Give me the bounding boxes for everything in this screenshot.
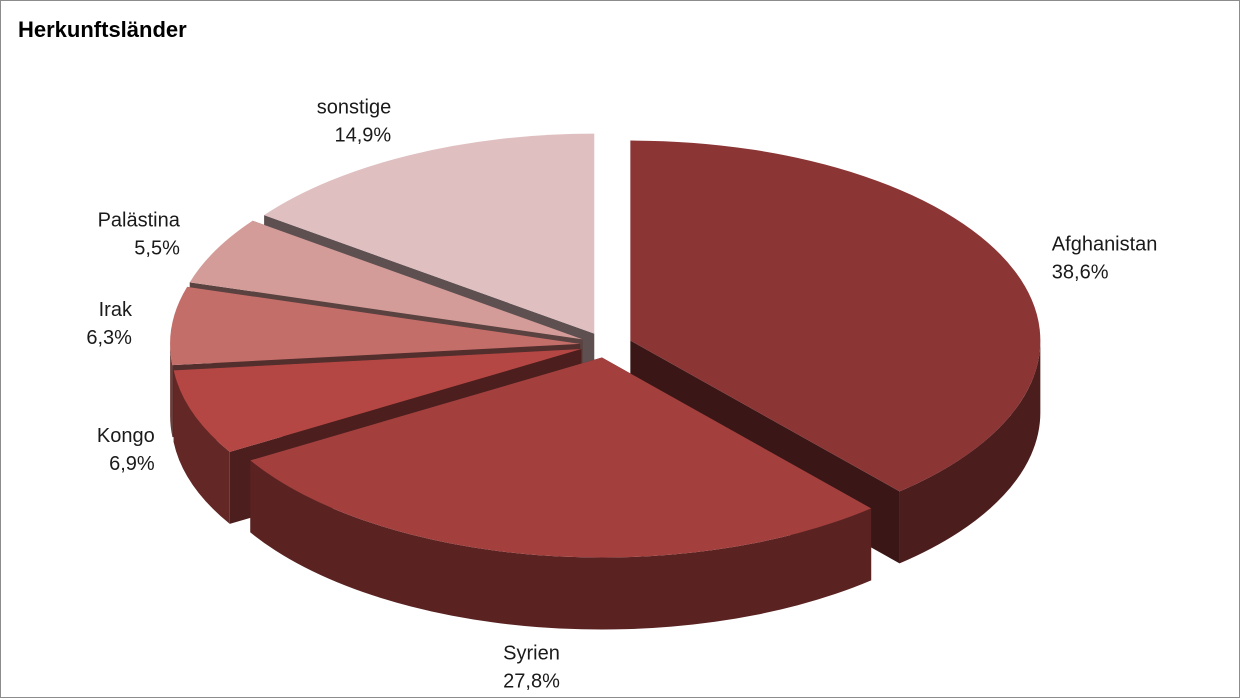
slice-top-face-irak <box>170 286 581 366</box>
slice-outer-wall-syrien-0 <box>250 460 872 630</box>
slice-top-face-sonstige <box>264 133 595 334</box>
slice-outer-wall-irak-0 <box>170 343 173 438</box>
slice-outer-wall-afghanistan-0 <box>899 340 1041 564</box>
slice-value-sonstige: 14,9% <box>335 124 392 146</box>
slice-value-afghanistan: 38,6% <box>1052 261 1109 283</box>
slice-label-afghanistan: Afghanistan <box>1052 233 1158 255</box>
slice-label-irak: Irak <box>99 299 133 321</box>
slice-top-face-syrien <box>250 357 872 558</box>
slice-label-kongo: Kongo <box>97 425 155 447</box>
slice-label-syrien: Syrien <box>503 643 560 665</box>
slice-label-sonstige: sonstige <box>317 96 392 118</box>
pie-slice-syrien <box>250 357 872 630</box>
slice-outer-wall-kongo-0 <box>173 370 230 524</box>
slice-value-kongo: 6,9% <box>109 453 155 475</box>
slice-top-face-palaestina <box>189 220 583 340</box>
slice-value-irak: 6,3% <box>86 327 132 349</box>
slice-value-syrien: 27,8% <box>503 671 560 693</box>
slice-top-face-afghanistan <box>630 140 1041 492</box>
chart-title: Herkunftsländer <box>18 17 187 42</box>
slice-top-face-kongo <box>173 349 582 452</box>
slice-label-palaestina: Palästina <box>98 209 181 231</box>
slice-value-palaestina: 5,5% <box>134 237 180 259</box>
